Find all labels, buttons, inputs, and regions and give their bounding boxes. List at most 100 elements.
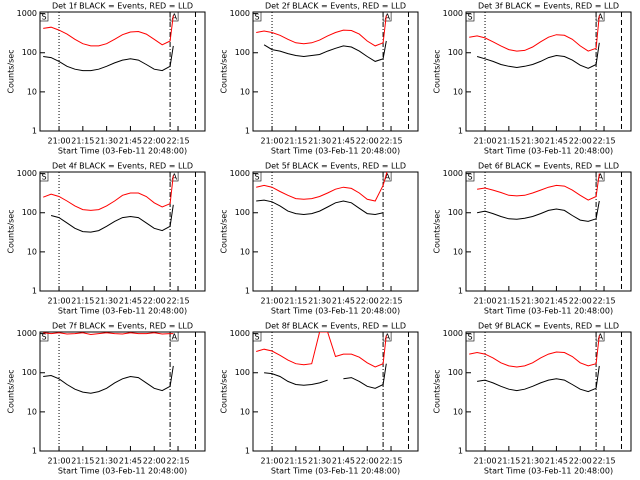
annotation: S xyxy=(42,13,47,22)
chart-title: Det 7f BLACK = Events, RED = LLD xyxy=(52,322,193,331)
annotation: S xyxy=(468,173,473,182)
x-tick-label: 22:15 xyxy=(592,297,615,306)
y-axis-label: Counts/sec xyxy=(7,209,16,253)
series-line xyxy=(476,42,600,69)
x-tick-label: 21:30 xyxy=(95,457,118,466)
y-axis-label: Counts/sec xyxy=(7,49,16,93)
chart-title: Det 9f BLACK = Events, RED = LLD xyxy=(478,322,619,331)
y-axis-label: Counts/sec xyxy=(220,369,229,413)
series-line xyxy=(469,335,600,368)
x-tick-label: 22:00 xyxy=(143,457,166,466)
x-tick-label: 21:30 xyxy=(95,137,118,146)
series-line xyxy=(469,15,600,52)
y-tick-label: 100 xyxy=(22,48,37,57)
annotation: S xyxy=(42,173,47,182)
y-tick-label: 1000 xyxy=(17,9,37,18)
x-tick-label: 21:30 xyxy=(308,297,331,306)
y-tick-label: 1000 xyxy=(443,9,463,18)
panel: Det 4f BLACK = Events, RED = LLD Start Ti… xyxy=(7,162,206,316)
y-axis-label: Counts/sec xyxy=(433,49,442,93)
x-tick-label: 21:30 xyxy=(308,457,331,466)
x-tick-label: 21:00 xyxy=(474,297,497,306)
panel: Det 3f BLACK = Events, RED = LLD Start Ti… xyxy=(433,2,632,156)
series-line xyxy=(477,365,600,393)
y-tick-label: 10 xyxy=(27,247,37,256)
annotation: A xyxy=(385,13,391,22)
series-line xyxy=(43,175,174,211)
panel: Det 1f BLACK = Events, RED = LLD Start Ti… xyxy=(7,2,206,156)
chart-title: Det 8f BLACK = Events, RED = LLD xyxy=(265,322,406,331)
series-line xyxy=(43,15,174,47)
y-tick-label: 10 xyxy=(27,407,37,416)
panel: Det 5f BLACK = Events, RED = LLD Start Ti… xyxy=(220,162,419,316)
annotation: S xyxy=(468,333,473,342)
annotation-box xyxy=(252,171,262,182)
annotation: S xyxy=(468,13,473,22)
x-tick-label: 21:15 xyxy=(284,137,307,146)
y-tick-label: 1 xyxy=(32,287,37,296)
plot-frame xyxy=(252,331,419,452)
x-tick-label: 21:30 xyxy=(521,457,544,466)
x-tick-label: 21:30 xyxy=(521,297,544,306)
x-tick-label: 21:45 xyxy=(119,457,142,466)
series-line xyxy=(477,173,600,201)
panel: Det 8f BLACK = Events, RED = LLD Start Ti… xyxy=(220,322,419,476)
annotation: A xyxy=(385,333,391,342)
chart-title: Det 1f BLACK = Events, RED = LLD xyxy=(52,2,193,11)
annotation: A xyxy=(598,333,604,342)
y-tick-label: 1 xyxy=(458,127,463,136)
annotation-box xyxy=(39,331,49,342)
y-tick-label: 100 xyxy=(235,368,250,377)
chart-title: Det 4f BLACK = Events, RED = LLD xyxy=(52,162,193,171)
series-line xyxy=(264,372,328,386)
x-tick-label: 22:15 xyxy=(379,137,402,146)
y-tick-label: 1 xyxy=(245,287,250,296)
plot-frame xyxy=(465,331,632,452)
x-tick-label: 21:15 xyxy=(497,137,520,146)
x-axis-label: Start Time (03-Feb-11 20:48:00) xyxy=(271,467,400,476)
annotation-box xyxy=(382,331,392,342)
y-tick-label: 10 xyxy=(453,247,463,256)
x-tick-label: 21:00 xyxy=(474,137,497,146)
plot-frame xyxy=(252,171,419,292)
plot-frame xyxy=(39,331,206,452)
annotation-box xyxy=(169,171,179,182)
x-tick-label: 22:00 xyxy=(569,457,592,466)
x-tick-label: 22:15 xyxy=(166,297,189,306)
annotation: A xyxy=(172,173,178,182)
x-tick-label: 21:45 xyxy=(545,137,568,146)
annotation-box xyxy=(382,11,392,22)
x-tick-label: 22:15 xyxy=(379,297,402,306)
annotation: A xyxy=(598,13,604,22)
y-tick-label: 1 xyxy=(32,127,37,136)
y-tick-label: 100 xyxy=(22,368,37,377)
y-tick-label: 100 xyxy=(235,48,250,57)
y-tick-label: 1000 xyxy=(443,169,463,178)
y-tick-label: 10 xyxy=(27,87,37,96)
y-tick-label: 100 xyxy=(448,368,463,377)
x-tick-label: 21:30 xyxy=(521,137,544,146)
x-tick-label: 22:15 xyxy=(166,457,189,466)
x-tick-label: 21:15 xyxy=(497,297,520,306)
chart-title: Det 6f BLACK = Events, RED = LLD xyxy=(478,162,619,171)
chart-title: Det 3f BLACK = Events, RED = LLD xyxy=(478,2,619,11)
series-line xyxy=(50,204,174,233)
series-line xyxy=(477,200,600,222)
x-tick-label: 21:00 xyxy=(261,297,284,306)
annotation-box xyxy=(595,11,605,22)
annotation-box xyxy=(252,11,262,22)
x-tick-label: 22:00 xyxy=(143,137,166,146)
y-tick-label: 1 xyxy=(458,447,463,456)
x-tick-label: 22:00 xyxy=(356,457,379,466)
annotation: S xyxy=(42,333,47,342)
annotation: A xyxy=(172,333,178,342)
y-axis-label: Counts/sec xyxy=(7,369,16,413)
annotation: S xyxy=(255,173,260,182)
annotation-box xyxy=(595,331,605,342)
x-axis-label: Start Time (03-Feb-11 20:48:00) xyxy=(58,147,187,156)
annotation-box xyxy=(465,171,475,182)
x-tick-label: 21:00 xyxy=(48,137,71,146)
panel: Det 7f BLACK = Events, RED = LLD Start Ti… xyxy=(7,322,206,476)
panel: Det 6f BLACK = Events, RED = LLD Start Ti… xyxy=(433,162,632,316)
chart-title: Det 2f BLACK = Events, RED = LLD xyxy=(265,2,406,11)
